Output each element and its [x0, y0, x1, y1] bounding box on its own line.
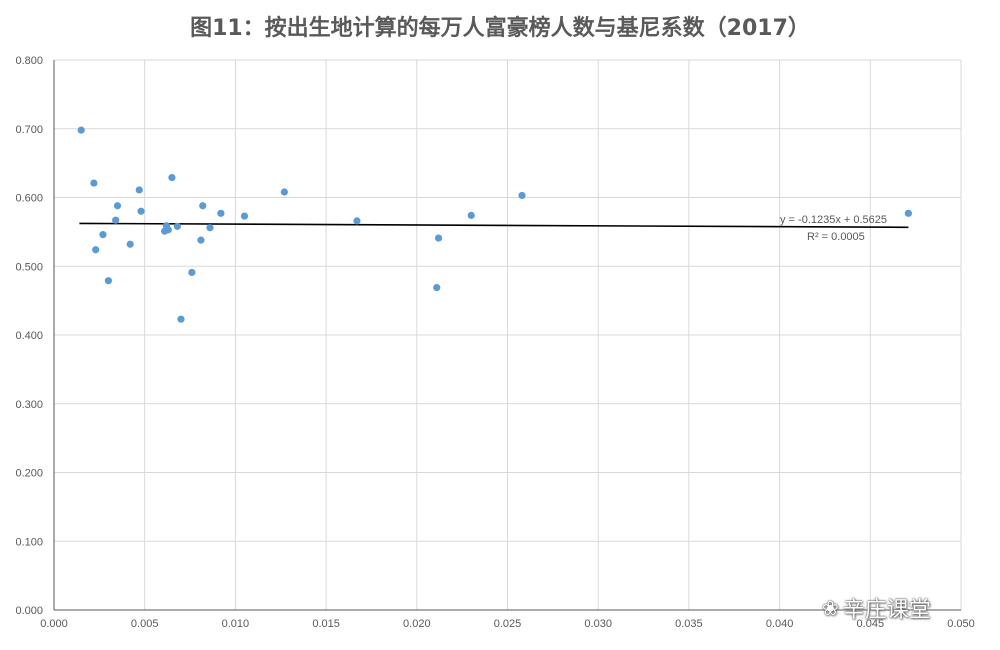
data-point	[280, 188, 288, 196]
wechat-icon: ❀	[822, 596, 839, 620]
data-point	[173, 222, 181, 230]
data-point	[188, 268, 196, 277]
data-point	[164, 226, 172, 234]
data-point	[168, 173, 176, 182]
data-point	[112, 216, 120, 224]
x-tick-label: 0.020	[403, 618, 431, 630]
x-tick-label: 0.050	[947, 618, 975, 630]
y-tick-label: 0.400	[15, 330, 43, 342]
data-point	[177, 315, 185, 323]
x-tick-label: 0.035	[675, 618, 703, 630]
data-points	[77, 126, 912, 323]
grid-lines	[54, 59, 962, 610]
data-point	[126, 240, 134, 248]
data-point	[137, 207, 145, 215]
y-tick-label: 0.600	[15, 193, 43, 205]
y-tick-labels: 0.000 0.100 0.200 0.300 0.400 0.500 0.600 0.700…	[15, 55, 43, 617]
chart-title: 图11：按出生地计算的每万人富豪榜人数与基尼系数（2017）	[190, 16, 810, 41]
data-point	[197, 236, 205, 244]
x-tick-label: 0.005	[131, 618, 159, 630]
y-tick-label: 0.300	[15, 399, 43, 411]
x-tick-label: 0.045	[857, 618, 885, 630]
data-point	[92, 246, 100, 254]
x-tick-label: 0.030	[584, 618, 612, 630]
data-point	[99, 231, 107, 239]
data-point	[217, 209, 225, 217]
data-point	[467, 211, 475, 219]
data-point	[353, 217, 361, 225]
data-point	[199, 202, 207, 210]
data-point	[113, 202, 122, 210]
trendline-group	[79, 222, 909, 229]
x-tick-labels: 0.000 0.005 0.010 0.015 0.020 0.025 0.030 0.035…	[40, 618, 975, 630]
data-point	[433, 283, 441, 292]
y-tick-label: 0.800	[15, 55, 43, 67]
data-point	[77, 126, 85, 134]
trendline	[79, 222, 909, 229]
y-tick-label: 0.100	[15, 536, 43, 548]
data-point	[90, 179, 98, 187]
y-tick-label: 0.500	[15, 261, 43, 273]
watermark: ❀ 辛庄课堂	[822, 592, 931, 624]
x-tick-label: 0.000	[40, 618, 68, 630]
trendline-r-squared: R² = 0.0005	[807, 231, 865, 243]
data-point	[135, 186, 143, 194]
data-point	[240, 212, 249, 220]
x-tick-label: 0.010	[222, 618, 250, 630]
data-point	[518, 191, 526, 200]
x-tick-label: 0.025	[494, 618, 522, 630]
data-point	[904, 209, 912, 217]
y-tick-label: 0.000	[15, 605, 43, 617]
y-tick-label: 0.200	[15, 468, 43, 480]
trendline-equation: y = -0.1235x + 0.5625	[780, 214, 887, 226]
x-tick-label: 0.040	[766, 618, 794, 630]
data-point	[104, 277, 113, 285]
axes	[53, 60, 961, 611]
x-tick-label: 0.015	[312, 618, 340, 630]
watermark-text: 辛庄课堂	[842, 598, 931, 623]
data-point	[434, 234, 443, 242]
data-point	[206, 224, 214, 232]
y-tick-label: 0.700	[15, 124, 43, 136]
